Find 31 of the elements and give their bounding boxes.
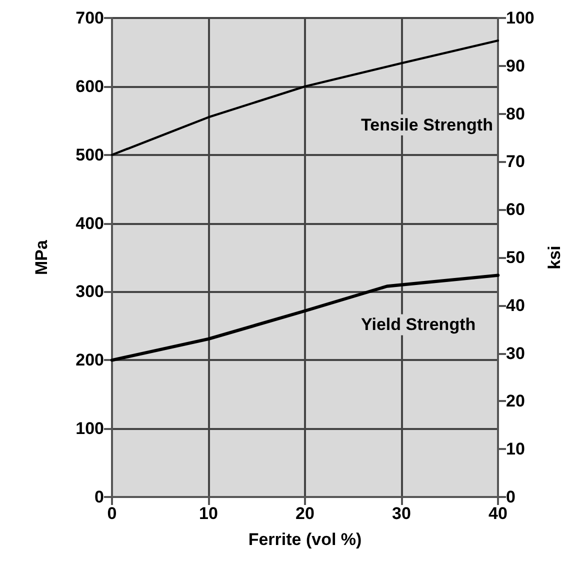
series-label: Yield Strength: [361, 315, 476, 334]
y2-tick-label: 80: [506, 104, 525, 124]
x-axis-title: Ferrite (vol %): [248, 530, 362, 549]
line-series: [110, 39, 500, 156]
y-axis-title: MPa: [32, 239, 51, 275]
line-series: [110, 274, 500, 362]
y-tick-label: 600: [76, 76, 104, 96]
y2-tick-label: 90: [506, 56, 525, 76]
y-tick-label: 200: [76, 350, 104, 370]
x-tick-label: 0: [107, 504, 117, 523]
x-tick-label: 30: [392, 504, 411, 523]
y2-tick-label: 50: [506, 248, 525, 267]
y-tick-label: 700: [76, 8, 104, 28]
y2-axis-title: ksi: [545, 246, 564, 270]
y2-tick-label: 40: [506, 296, 525, 315]
x-tick-label: 10: [199, 504, 218, 523]
x-tick-label: 20: [296, 504, 314, 523]
y2-tick-label: 60: [506, 200, 525, 220]
x-tick-label: 40: [488, 504, 508, 523]
y-tick-label: 0: [94, 488, 104, 506]
y2-tick-label: 100: [506, 8, 534, 28]
y-tick-label: 100: [76, 419, 104, 438]
y2-tick-label: 70: [506, 152, 525, 172]
y-tick-label: 500: [76, 145, 104, 164]
y-tick-label: 300: [76, 282, 104, 302]
y2-tick-label: 10: [506, 440, 525, 459]
y-tick-label: 400: [76, 214, 104, 233]
y2-tick-label: 30: [506, 344, 525, 363]
text: Tensile Strength: [361, 115, 493, 134]
y2-tick-label: 20: [506, 392, 525, 411]
y2-tick-label: 0: [506, 488, 516, 506]
